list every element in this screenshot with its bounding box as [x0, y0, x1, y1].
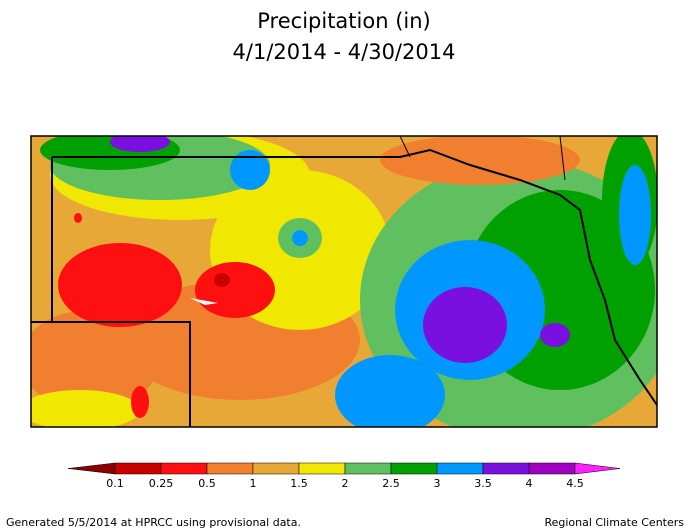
legend-swatch	[252, 462, 300, 475]
footer-left: Generated 5/5/2014 at HPRCC using provis…	[6, 516, 301, 529]
subtitle: 4/1/2014 - 4/30/2014	[233, 40, 456, 64]
legend-label: 3	[434, 477, 441, 490]
legend-label: 0.5	[198, 477, 216, 490]
legend-label: 0.25	[149, 477, 174, 490]
legend-swatch	[528, 462, 576, 475]
legend-label: 2.5	[382, 477, 400, 490]
legend-swatch	[67, 462, 116, 475]
legend-swatch	[574, 462, 621, 475]
legend-swatch	[390, 462, 438, 475]
legend-label: 3.5	[474, 477, 492, 490]
legend-label: 1.5	[290, 477, 308, 490]
map-frame	[30, 135, 658, 428]
title: Precipitation (in)	[257, 9, 430, 33]
footer-right: Regional Climate Centers	[544, 516, 684, 529]
legend-swatch	[436, 462, 484, 475]
legend-swatch	[114, 462, 162, 475]
legend-swatch	[344, 462, 392, 475]
legend-swatch	[298, 462, 346, 475]
legend-label: 1	[250, 477, 257, 490]
legend-swatch	[482, 462, 530, 475]
legend-swatch	[160, 462, 208, 475]
legend-swatch	[206, 462, 254, 475]
legend-label: 2	[342, 477, 349, 490]
legend-label: 4	[526, 477, 533, 490]
legend-label: 4.5	[566, 477, 584, 490]
precip-map	[31, 136, 657, 427]
legend-label: 0.1	[106, 477, 124, 490]
legend: 0.1 0.25 0.5 1 1.5 2 2.5 3 3.5 4 4.5	[67, 462, 621, 490]
